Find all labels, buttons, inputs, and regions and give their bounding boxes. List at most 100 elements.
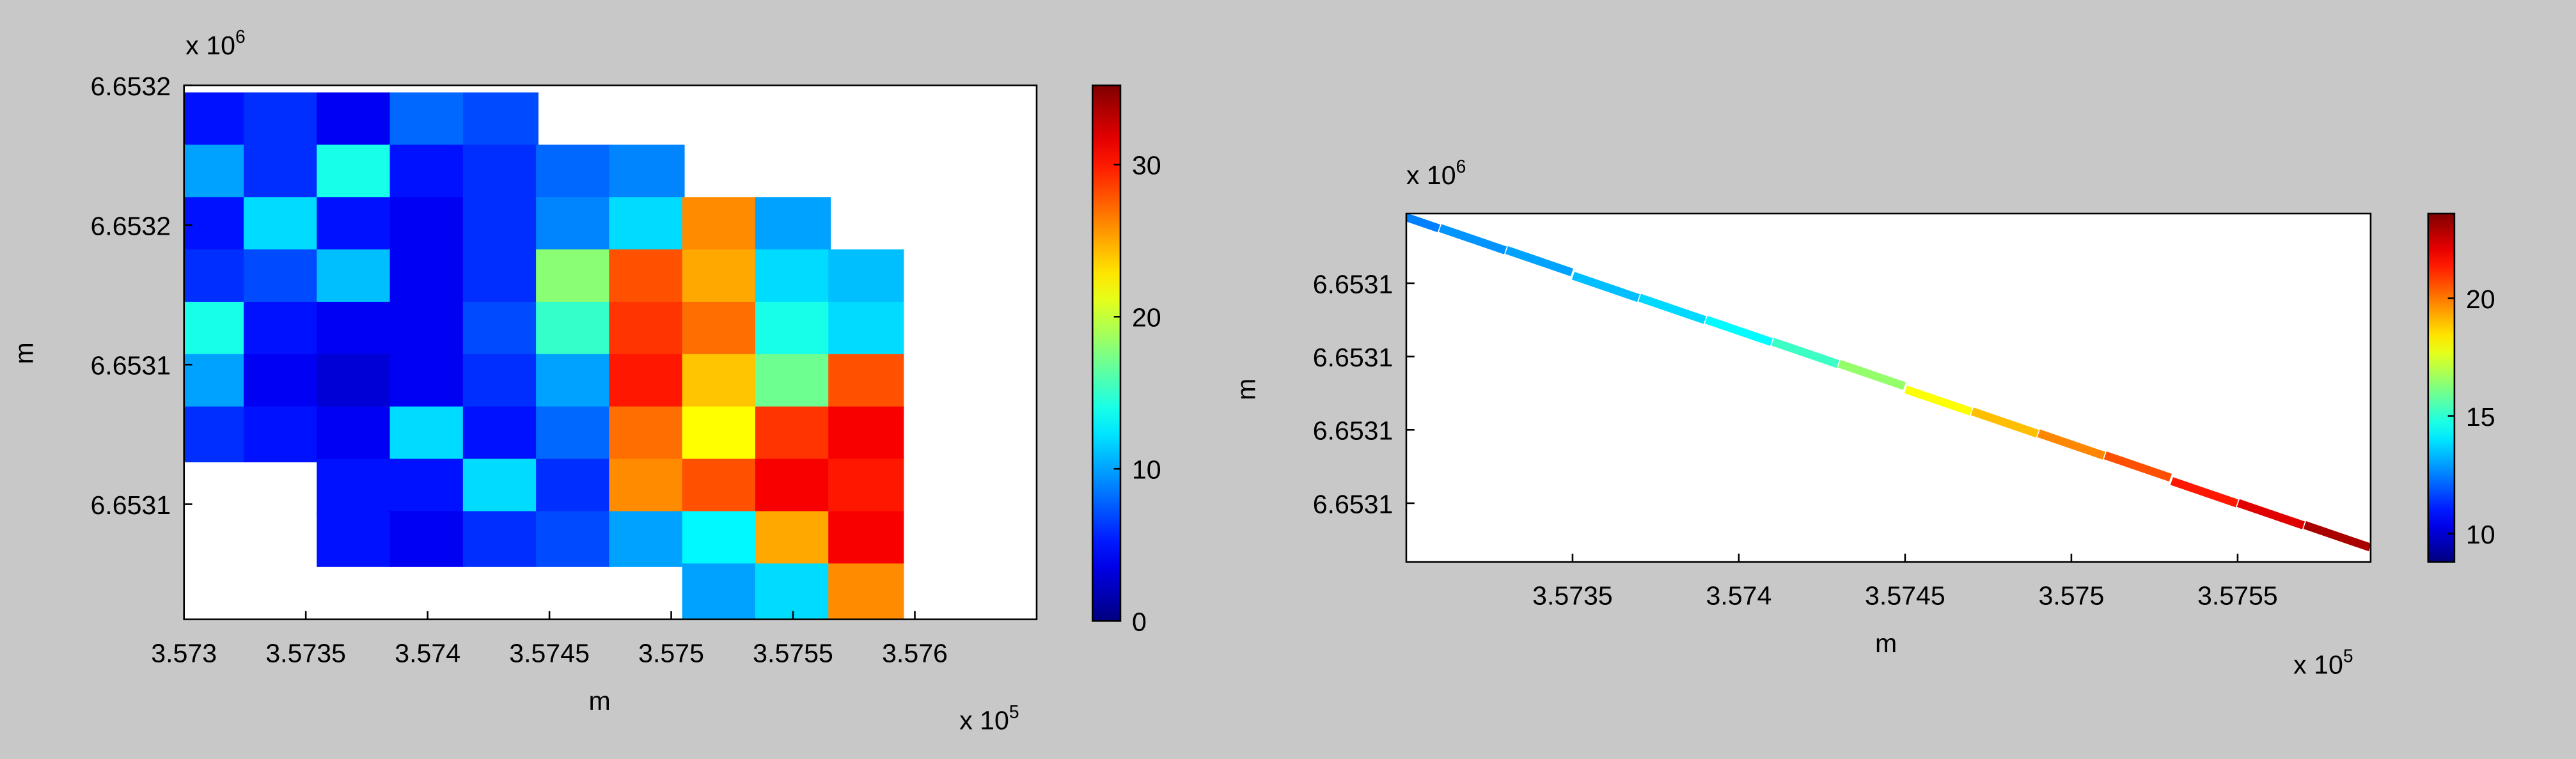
y-tick-label: 6.6531 — [1313, 489, 1394, 519]
point — [755, 197, 831, 253]
point — [1438, 224, 1507, 254]
point — [2103, 451, 2172, 482]
y-tick-label: 6.6531 — [1313, 416, 1394, 446]
point — [536, 458, 612, 515]
y-offset-exponent: 6 — [235, 26, 246, 47]
point — [536, 354, 612, 411]
point — [828, 406, 904, 463]
x-axis-label: m — [589, 686, 611, 716]
colorbar-tick-label: 10 — [1132, 455, 1161, 485]
point — [389, 511, 466, 567]
point — [317, 458, 393, 515]
point — [244, 249, 320, 306]
point — [609, 145, 685, 201]
x-offset-base: x 10 — [2293, 650, 2343, 679]
point — [1406, 214, 1441, 233]
colorbar-tick-label: 30 — [1132, 151, 1161, 180]
point — [184, 354, 246, 411]
y-tick-label: 6.6532 — [90, 211, 171, 240]
point — [828, 249, 904, 306]
colorbar-tick-label: 20 — [2466, 285, 2495, 314]
point — [184, 197, 246, 253]
point — [536, 406, 612, 463]
x-tick-label: 3.574 — [395, 638, 460, 668]
x-tick-label: 3.5755 — [753, 638, 833, 668]
point — [609, 301, 685, 358]
point — [536, 249, 612, 306]
point — [1571, 272, 1640, 302]
point — [184, 249, 246, 306]
x-tick-label: 3.574 — [1706, 581, 1772, 610]
y-offset-text: x 106 — [185, 26, 245, 60]
point — [462, 301, 539, 358]
point — [682, 563, 758, 620]
point — [317, 249, 393, 306]
point — [609, 197, 685, 253]
point — [755, 406, 831, 463]
x-offset-text: x 105 — [2293, 645, 2353, 679]
point — [828, 301, 904, 358]
point — [184, 92, 246, 148]
point — [389, 458, 466, 515]
colorbar-tick-label: 15 — [2466, 402, 2495, 432]
y-offset-exponent: 6 — [1456, 156, 1466, 176]
point — [682, 458, 758, 515]
x-tick-label: 3.5745 — [1865, 581, 1945, 610]
point — [2037, 429, 2106, 460]
point — [389, 301, 466, 358]
y-tick-label: 6.6531 — [90, 490, 171, 520]
point — [317, 92, 393, 148]
point — [2236, 499, 2305, 529]
point — [389, 354, 466, 411]
point — [755, 511, 831, 567]
point — [389, 197, 466, 253]
y-offset-base: x 10 — [1406, 160, 1456, 190]
point — [536, 197, 612, 253]
point — [389, 145, 466, 201]
axes-frame — [1405, 212, 2372, 563]
x-offset-base: x 10 — [959, 706, 1009, 735]
point — [609, 354, 685, 411]
point — [1771, 338, 1840, 368]
point — [462, 511, 539, 567]
point — [244, 197, 320, 253]
point — [317, 354, 393, 411]
y-offset-base: x 10 — [185, 31, 235, 60]
point — [317, 406, 393, 463]
point — [1704, 315, 1773, 347]
point — [244, 145, 320, 201]
point — [462, 145, 539, 201]
x-axis-label: m — [1875, 629, 1897, 658]
point — [1904, 385, 1973, 416]
point — [609, 511, 685, 567]
point — [462, 197, 539, 253]
y-offset-text: x 106 — [1406, 156, 1466, 190]
point — [1837, 359, 1906, 390]
point — [244, 301, 320, 358]
point — [317, 197, 393, 253]
point — [536, 511, 612, 567]
point — [389, 92, 466, 148]
point — [317, 511, 393, 567]
y-tick-label: 6.6531 — [90, 351, 171, 380]
x-tick-label: 3.5745 — [509, 638, 590, 668]
point — [536, 145, 612, 201]
points — [184, 92, 904, 620]
point — [609, 249, 685, 306]
colorbar-tick-label: 10 — [2466, 520, 2495, 549]
point — [609, 406, 685, 463]
y-tick-label: 6.6531 — [1313, 269, 1394, 299]
point — [828, 354, 904, 411]
point — [1970, 407, 2039, 438]
point — [244, 354, 320, 411]
x-tick-label: 3.5755 — [2197, 581, 2278, 610]
point — [682, 301, 758, 358]
points — [1406, 214, 2371, 552]
point — [462, 92, 539, 148]
point — [184, 145, 246, 201]
point — [755, 563, 831, 620]
point — [244, 92, 320, 148]
x-offset-exponent: 5 — [2343, 645, 2353, 666]
chart: 3.573 3.5735 3.574 3.5745 3.575 3.5755 3.576 6.… — [9, 26, 1161, 735]
